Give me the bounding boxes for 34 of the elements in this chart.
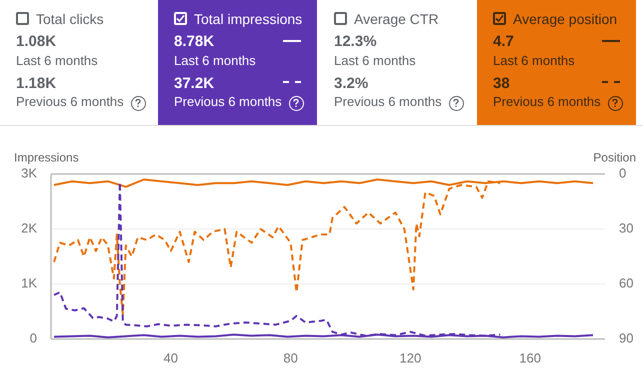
- text: Average position: [513, 11, 618, 27]
- x-tick-label: 120: [400, 350, 422, 366]
- text: 1.08K: [16, 33, 56, 50]
- y2-tick-label: 60: [619, 276, 634, 291]
- text: 3.2%: [334, 75, 368, 92]
- text: 12.3%: [334, 33, 377, 50]
- x-tick-label: 80: [283, 350, 298, 366]
- y-tick-label: 1K: [21, 276, 38, 291]
- text: Total clicks: [36, 11, 104, 27]
- y-tick-label: 0: [30, 330, 37, 346]
- x-tick-label: 160: [519, 350, 541, 366]
- text: 1.18K: [16, 75, 56, 92]
- text: Last 6 months: [174, 53, 256, 68]
- text: Previous 6 months: [334, 94, 442, 109]
- text: Last 6 months: [16, 53, 98, 68]
- y2-axis-title: Position: [593, 150, 636, 164]
- text: Total impressions: [194, 11, 302, 27]
- y-tick-label: 3K: [21, 166, 38, 181]
- text: 37.2K: [174, 75, 214, 92]
- text: Average CTR: [354, 11, 439, 27]
- y-axis-title: Impressions: [14, 150, 79, 164]
- y2-tick-label: 90: [619, 330, 634, 346]
- y2-tick-label: 0: [619, 166, 626, 181]
- x-tick-label: 40: [164, 350, 178, 366]
- text: 4.7: [493, 33, 514, 50]
- text: Previous 6 months: [493, 94, 601, 109]
- text: Previous 6 months: [174, 94, 282, 109]
- y-tick-label: 2K: [21, 220, 38, 236]
- y2-tick-label: 30: [619, 220, 634, 236]
- text: Last 6 months: [493, 53, 575, 68]
- text: 38: [493, 75, 510, 92]
- text: 8.78K: [174, 33, 214, 50]
- text: Last 6 months: [334, 53, 416, 68]
- text: Previous 6 months: [16, 94, 124, 109]
